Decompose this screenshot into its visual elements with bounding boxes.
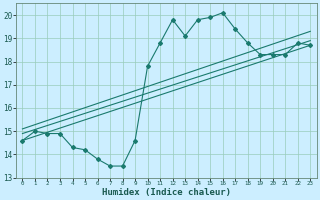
X-axis label: Humidex (Indice chaleur): Humidex (Indice chaleur) xyxy=(102,188,231,197)
